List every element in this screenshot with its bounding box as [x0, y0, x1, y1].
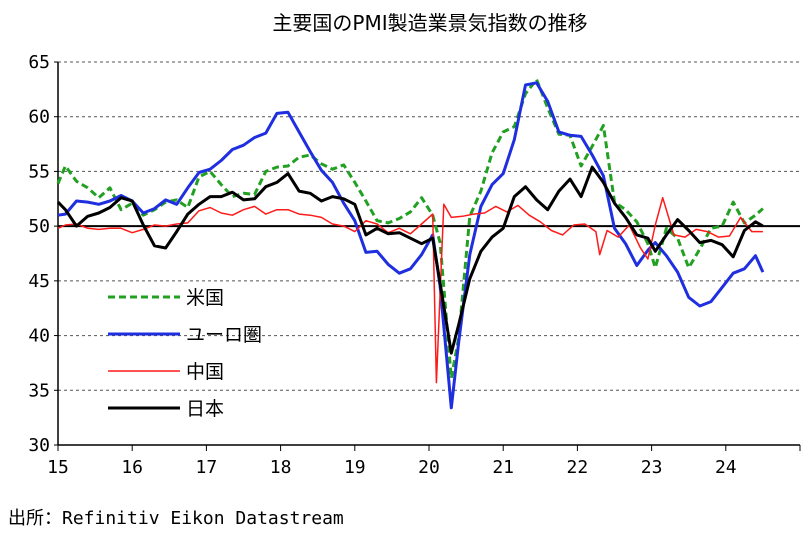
x-tick-label: 16 — [121, 457, 143, 478]
y-tick-label: 45 — [28, 271, 50, 292]
legend-label: ユーロ圏 — [186, 324, 262, 346]
x-tick-label: 17 — [196, 457, 218, 478]
y-tick-label: 65 — [28, 52, 50, 73]
x-tick-label: 24 — [715, 457, 737, 478]
y-tick-label: 40 — [28, 326, 50, 347]
x-tick-label: 19 — [344, 457, 366, 478]
x-tick-label: 23 — [641, 457, 663, 478]
series-line-中国 — [57, 196, 763, 384]
x-tick-label: 15 — [47, 457, 69, 478]
series-line-米国 — [56, 78, 764, 380]
series-line-ユーロ圏 — [57, 81, 765, 410]
legend-label: 日本 — [186, 398, 224, 420]
y-tick-label: 55 — [28, 161, 50, 182]
x-tick-label: 21 — [492, 457, 514, 478]
legend-label: 米国 — [186, 287, 224, 309]
chart-title: 主要国のPMI製造業景気指数の推移 — [272, 11, 587, 35]
x-tick-label: 18 — [270, 457, 292, 478]
y-tick-label: 30 — [28, 435, 50, 456]
source-note: 出所：Refinitiv Eikon Datastream — [8, 508, 344, 529]
series-lines — [56, 78, 765, 410]
x-tick-label: 22 — [567, 457, 589, 478]
series-line-日本 — [56, 165, 764, 355]
axes: 30 35 40 45 50 55 60 65 15 16 17 18 19 20 21 22 23 24 — [28, 52, 801, 478]
legend-label: 中国 — [186, 361, 224, 383]
y-tick-label: 60 — [28, 107, 50, 128]
y-tick-label: 35 — [28, 380, 50, 401]
x-tick-label: 20 — [418, 457, 440, 478]
y-tick-label: 50 — [28, 216, 50, 237]
